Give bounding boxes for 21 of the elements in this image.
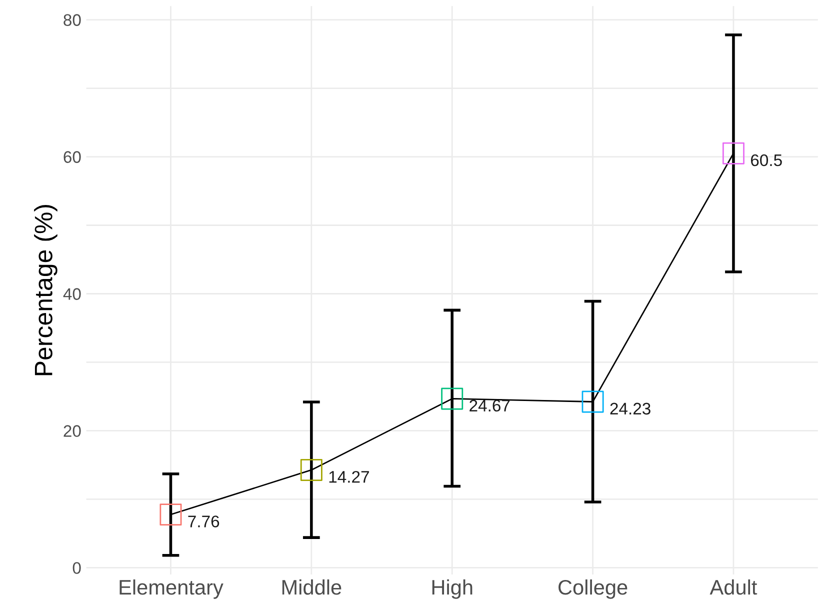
y-tick-label: 40: [63, 288, 81, 300]
y-tick-label: 20: [64, 425, 81, 437]
x-tick-label: Middle: [282, 579, 342, 595]
x-tick-label: College: [558, 579, 628, 599]
data-label: 24.67: [470, 400, 510, 412]
x-tick-label: Adult: [710, 579, 758, 595]
point: [300, 458, 322, 481]
point: [722, 142, 744, 164]
y-tick-label: 80: [64, 14, 81, 26]
data-label: 60.5: [750, 154, 782, 166]
x-tick-label: Elementary: [120, 579, 224, 599]
y-tick-label: 60: [64, 151, 81, 163]
data-label: 24.23: [610, 402, 650, 415]
y-axis-title: Percentage (%): [34, 205, 58, 376]
point: [160, 504, 182, 526]
point: [441, 388, 464, 410]
y-tick-label: 0: [72, 562, 81, 574]
x-tick-label: High: [432, 579, 472, 599]
point: [582, 390, 604, 413]
data-label: 14.27: [329, 470, 369, 483]
data-label: 7.76: [188, 516, 220, 528]
